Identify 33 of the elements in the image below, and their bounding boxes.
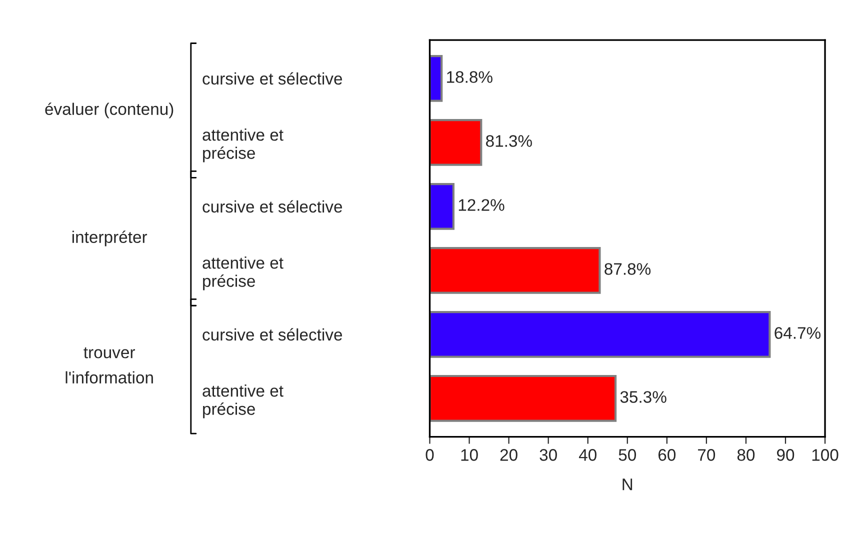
x-tick-label: 10	[461, 449, 478, 461]
bar	[430, 374, 617, 422]
annotation: 87.8%	[604, 263, 651, 275]
text: interpréter	[72, 230, 148, 246]
y-tick-label: attentive et précise	[202, 256, 284, 290]
y-tick-label: cursive et sélective	[202, 328, 342, 341]
annotation: 18.8%	[447, 71, 492, 83]
x-tick-label: 20	[500, 449, 518, 461]
x-tick-label: 60	[658, 449, 676, 461]
x-tick-label: 30	[540, 449, 557, 461]
text: évaluer (contenu)	[45, 102, 174, 118]
text: trouver l'information	[66, 347, 153, 384]
x-tick-label: 50	[618, 449, 636, 461]
x-tick-label: 0	[426, 449, 434, 461]
annotation: 35.3%	[620, 391, 666, 403]
x-tick-label: 90	[777, 449, 794, 461]
bar	[430, 310, 771, 358]
x-tick-label: 100	[812, 449, 838, 461]
bar	[430, 118, 482, 166]
x-axis-title: N	[622, 478, 632, 490]
x-tick-label: 80	[737, 449, 755, 461]
annotation: 12.2%	[458, 199, 504, 211]
y-tick-label: cursive et sélective	[202, 72, 342, 85]
y-tick-label: cursive et sélective	[202, 200, 342, 213]
x-tick-label: 70	[698, 449, 716, 461]
y-tick-label: attentive et précise	[202, 384, 284, 418]
annotation: 64.7%	[774, 327, 821, 339]
x-tick-label: 40	[578, 449, 596, 461]
y-tick-label: attentive et précise	[202, 128, 284, 162]
bar	[430, 182, 455, 230]
bar	[430, 55, 443, 102]
annotation: 81.3%	[486, 135, 532, 147]
bar	[430, 246, 601, 294]
